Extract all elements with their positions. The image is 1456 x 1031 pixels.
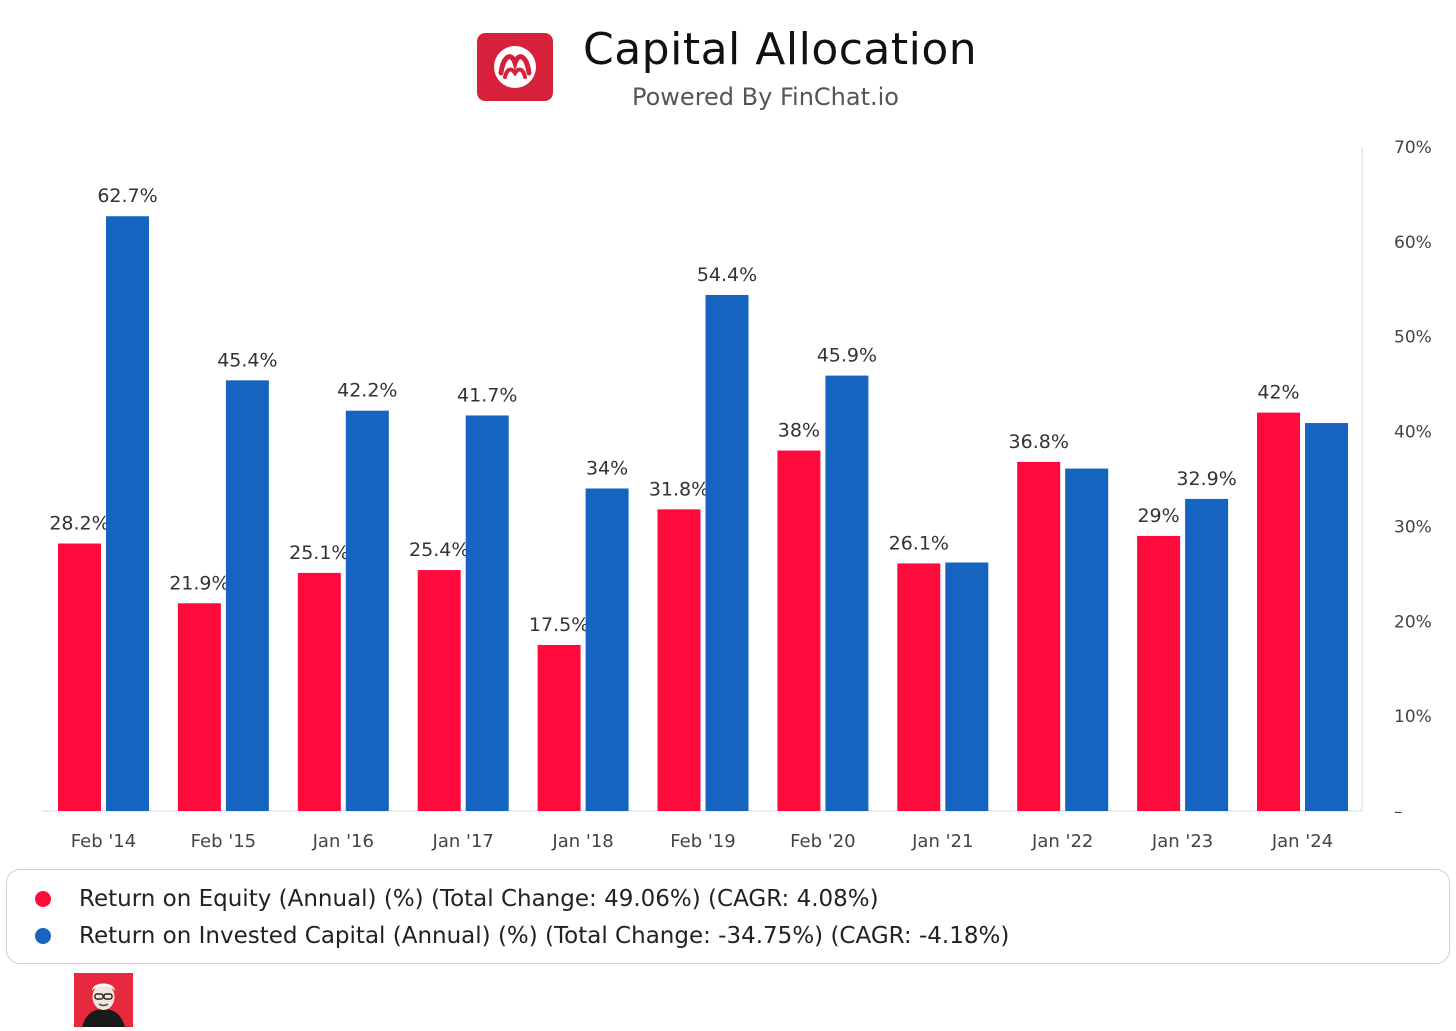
legend-marker-roic bbox=[35, 928, 51, 944]
data-label-roic: 45.9% bbox=[817, 345, 877, 367]
bar-chart: – 10% 20% 30% 40% 50% 60% 70% 28.2% 62.7% Feb '14 2… bbox=[42, 138, 1432, 852]
x-tick-label: Jan '23 bbox=[1151, 831, 1213, 852]
legend-label-roic: Return on Invested Capital (Annual) (%) … bbox=[79, 923, 1010, 949]
x-tick-label: Jan '22 bbox=[1031, 831, 1093, 852]
bar-roe bbox=[777, 450, 821, 811]
x-tick-label: Jan '17 bbox=[432, 831, 494, 852]
bar-roe bbox=[177, 603, 221, 811]
data-label-roe: 21.9% bbox=[169, 572, 229, 594]
lululemon-logo-icon bbox=[477, 33, 553, 101]
chart-header: Capital Allocation Powered By FinChat.io bbox=[0, 0, 1456, 130]
data-label-roic: 32.9% bbox=[1176, 468, 1236, 490]
y-tick-label: 70% bbox=[1394, 138, 1432, 158]
y-tick-label: 30% bbox=[1394, 517, 1432, 537]
data-label-roic: 45.4% bbox=[217, 349, 277, 371]
page-title: Capital Allocation bbox=[583, 24, 978, 75]
y-tick-label: 50% bbox=[1394, 328, 1432, 348]
bar-roe bbox=[1257, 412, 1300, 811]
y-tick-label: 20% bbox=[1394, 612, 1432, 632]
x-tick-label: Jan '18 bbox=[551, 831, 613, 852]
data-label-roe: 26.1% bbox=[889, 532, 949, 554]
data-label-roe: 31.8% bbox=[649, 478, 709, 500]
y-tick-label: 40% bbox=[1394, 423, 1432, 443]
bar-roic bbox=[825, 375, 869, 811]
chart-legend: Return on Equity (Annual) (%) (Total Cha… bbox=[6, 869, 1450, 964]
data-label-roe: 42% bbox=[1257, 382, 1299, 404]
data-label-roe: 25.4% bbox=[409, 539, 469, 561]
x-tick-label: Feb '15 bbox=[191, 831, 256, 852]
data-label-roic: 34% bbox=[586, 457, 628, 479]
x-tick-label: Feb '19 bbox=[670, 831, 735, 852]
data-label-roe: 36.8% bbox=[1009, 431, 1069, 453]
bar-roic bbox=[1065, 468, 1109, 811]
bar-roe bbox=[1137, 535, 1181, 811]
bar-roic bbox=[225, 380, 269, 811]
data-label-roe: 28.2% bbox=[49, 513, 109, 535]
x-tick-label: Jan '24 bbox=[1271, 831, 1333, 852]
page-subtitle: Powered By FinChat.io bbox=[632, 83, 899, 111]
bar-roic bbox=[465, 415, 509, 811]
bar-roic bbox=[106, 216, 149, 811]
bar-roic bbox=[1305, 423, 1348, 811]
bar-roic bbox=[1185, 498, 1229, 811]
data-label-roe: 38% bbox=[778, 420, 820, 442]
data-label-roe: 29% bbox=[1137, 505, 1179, 527]
data-label-roic: 42.2% bbox=[337, 380, 397, 402]
bar-roic bbox=[705, 294, 749, 811]
bar-roe bbox=[417, 570, 461, 811]
legend-marker-roe bbox=[35, 891, 51, 907]
legend-label-roe: Return on Equity (Annual) (%) (Total Cha… bbox=[79, 886, 879, 912]
data-label-roe: 25.1% bbox=[289, 542, 349, 564]
bar-roic bbox=[585, 488, 629, 811]
data-label-roic: 54.4% bbox=[697, 264, 757, 286]
legend-item-roic: Return on Invested Capital (Annual) (%) … bbox=[35, 923, 1009, 949]
bar-roic bbox=[945, 562, 989, 811]
data-label-roic: 41.7% bbox=[457, 384, 517, 406]
x-tick-label: Jan '16 bbox=[312, 831, 374, 852]
bar-roic bbox=[345, 410, 389, 811]
bar-roe bbox=[657, 509, 701, 811]
bar-roe bbox=[897, 563, 941, 811]
bar-roe bbox=[537, 645, 581, 811]
y-tick-label: 10% bbox=[1394, 707, 1432, 727]
bar-roe bbox=[297, 572, 341, 811]
x-tick-label: Feb '20 bbox=[790, 831, 855, 852]
bar-roe bbox=[1017, 461, 1061, 811]
data-label-roic: 62.7% bbox=[97, 185, 157, 207]
bar-roe bbox=[58, 543, 101, 811]
y-tick-label: – bbox=[1394, 802, 1403, 822]
y-tick-label: 60% bbox=[1394, 233, 1432, 253]
legend-item-roe: Return on Equity (Annual) (%) (Total Cha… bbox=[35, 886, 879, 912]
x-tick-label: Jan '21 bbox=[911, 831, 973, 852]
investor-portrait-icon bbox=[74, 973, 133, 1027]
data-label-roe: 17.5% bbox=[529, 614, 589, 636]
x-tick-label: Feb '14 bbox=[71, 831, 136, 852]
